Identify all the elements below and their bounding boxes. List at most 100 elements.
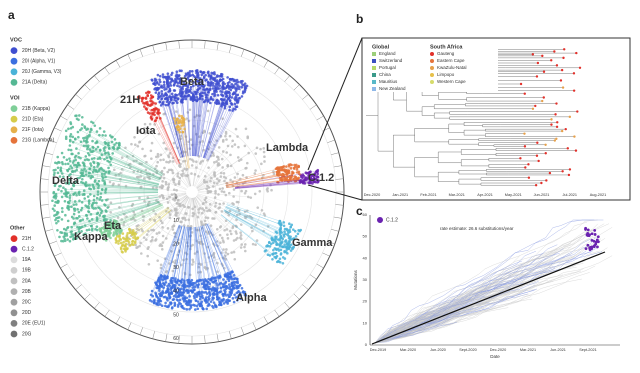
tip bbox=[213, 217, 216, 220]
tip bbox=[75, 147, 78, 150]
tip bbox=[291, 171, 295, 175]
tip bbox=[519, 157, 522, 160]
tip bbox=[146, 125, 149, 129]
tip bbox=[182, 97, 185, 101]
tip bbox=[177, 121, 181, 125]
legend-label: Portugal bbox=[379, 65, 396, 70]
tip bbox=[275, 242, 279, 245]
branch bbox=[197, 193, 234, 205]
tip bbox=[60, 189, 63, 193]
branch bbox=[125, 210, 171, 251]
tip bbox=[52, 195, 56, 198]
tip bbox=[107, 229, 111, 232]
tip bbox=[93, 156, 96, 160]
clade-label: Alpha bbox=[236, 292, 267, 304]
tip bbox=[111, 146, 115, 150]
tip bbox=[63, 234, 67, 238]
tip bbox=[214, 201, 218, 205]
tip bbox=[83, 126, 87, 130]
tip bbox=[88, 130, 92, 134]
tip bbox=[156, 152, 160, 156]
tip bbox=[90, 157, 94, 161]
branch bbox=[93, 186, 159, 191]
tip bbox=[96, 193, 100, 196]
tip bbox=[67, 201, 71, 205]
tip bbox=[135, 246, 138, 250]
tip bbox=[237, 290, 240, 294]
tip bbox=[221, 101, 224, 105]
tip bbox=[62, 175, 65, 179]
tip bbox=[75, 193, 78, 197]
lineage bbox=[374, 291, 524, 344]
tip bbox=[262, 150, 266, 154]
tip bbox=[79, 171, 83, 175]
tip bbox=[213, 174, 217, 178]
tip bbox=[189, 306, 193, 309]
tip bbox=[240, 243, 243, 246]
branch bbox=[185, 152, 192, 187]
tip bbox=[66, 226, 69, 230]
tip bbox=[181, 169, 184, 173]
tip bbox=[228, 92, 231, 95]
tip bbox=[108, 134, 112, 137]
tip bbox=[152, 108, 155, 112]
spoke bbox=[75, 284, 82, 290]
tip bbox=[209, 74, 213, 77]
branch bbox=[90, 192, 159, 195]
tip bbox=[149, 115, 153, 118]
tip bbox=[174, 293, 177, 297]
tip bbox=[178, 114, 181, 118]
tip bbox=[78, 114, 81, 117]
tip bbox=[181, 121, 184, 125]
tip bbox=[69, 126, 73, 130]
tip bbox=[218, 301, 222, 305]
tip bbox=[196, 280, 200, 283]
tip bbox=[122, 223, 125, 227]
tip bbox=[541, 99, 544, 103]
branch bbox=[206, 223, 239, 292]
tip bbox=[285, 169, 289, 172]
spoke bbox=[335, 178, 344, 180]
branch bbox=[82, 196, 159, 209]
tip bbox=[177, 182, 180, 186]
tip bbox=[170, 306, 174, 310]
tip bbox=[174, 259, 177, 262]
tip bbox=[231, 284, 234, 288]
tip bbox=[69, 164, 72, 168]
legend-title: Global bbox=[372, 44, 390, 50]
tip bbox=[84, 184, 88, 188]
tip bbox=[187, 284, 190, 288]
tip bbox=[239, 297, 242, 301]
branch bbox=[156, 117, 179, 164]
tip bbox=[173, 96, 177, 99]
tip bbox=[80, 229, 83, 233]
tip bbox=[226, 76, 229, 79]
tip bbox=[229, 232, 233, 236]
tip bbox=[191, 258, 195, 262]
tip bbox=[187, 83, 191, 86]
tip bbox=[568, 168, 572, 171]
legend-label: 21A (Delta) bbox=[22, 80, 47, 86]
tip bbox=[181, 130, 185, 134]
tip bbox=[109, 163, 113, 167]
legend-swatch bbox=[430, 66, 434, 70]
tip bbox=[247, 151, 250, 155]
spoke bbox=[309, 104, 317, 110]
tip bbox=[146, 100, 149, 104]
tip bbox=[179, 291, 182, 295]
tip bbox=[170, 73, 173, 77]
tip bbox=[259, 147, 262, 151]
spoke bbox=[274, 309, 280, 317]
tip bbox=[102, 147, 106, 150]
tip bbox=[222, 297, 225, 301]
y-tick-label: 40 bbox=[363, 255, 368, 260]
legend-label: 20C bbox=[22, 300, 32, 306]
tip bbox=[243, 89, 247, 92]
tip bbox=[64, 190, 68, 194]
spoke bbox=[165, 333, 168, 342]
branch bbox=[120, 207, 169, 240]
tip bbox=[206, 109, 210, 113]
tip bbox=[167, 183, 170, 186]
tip bbox=[228, 108, 231, 112]
tip bbox=[175, 202, 179, 205]
